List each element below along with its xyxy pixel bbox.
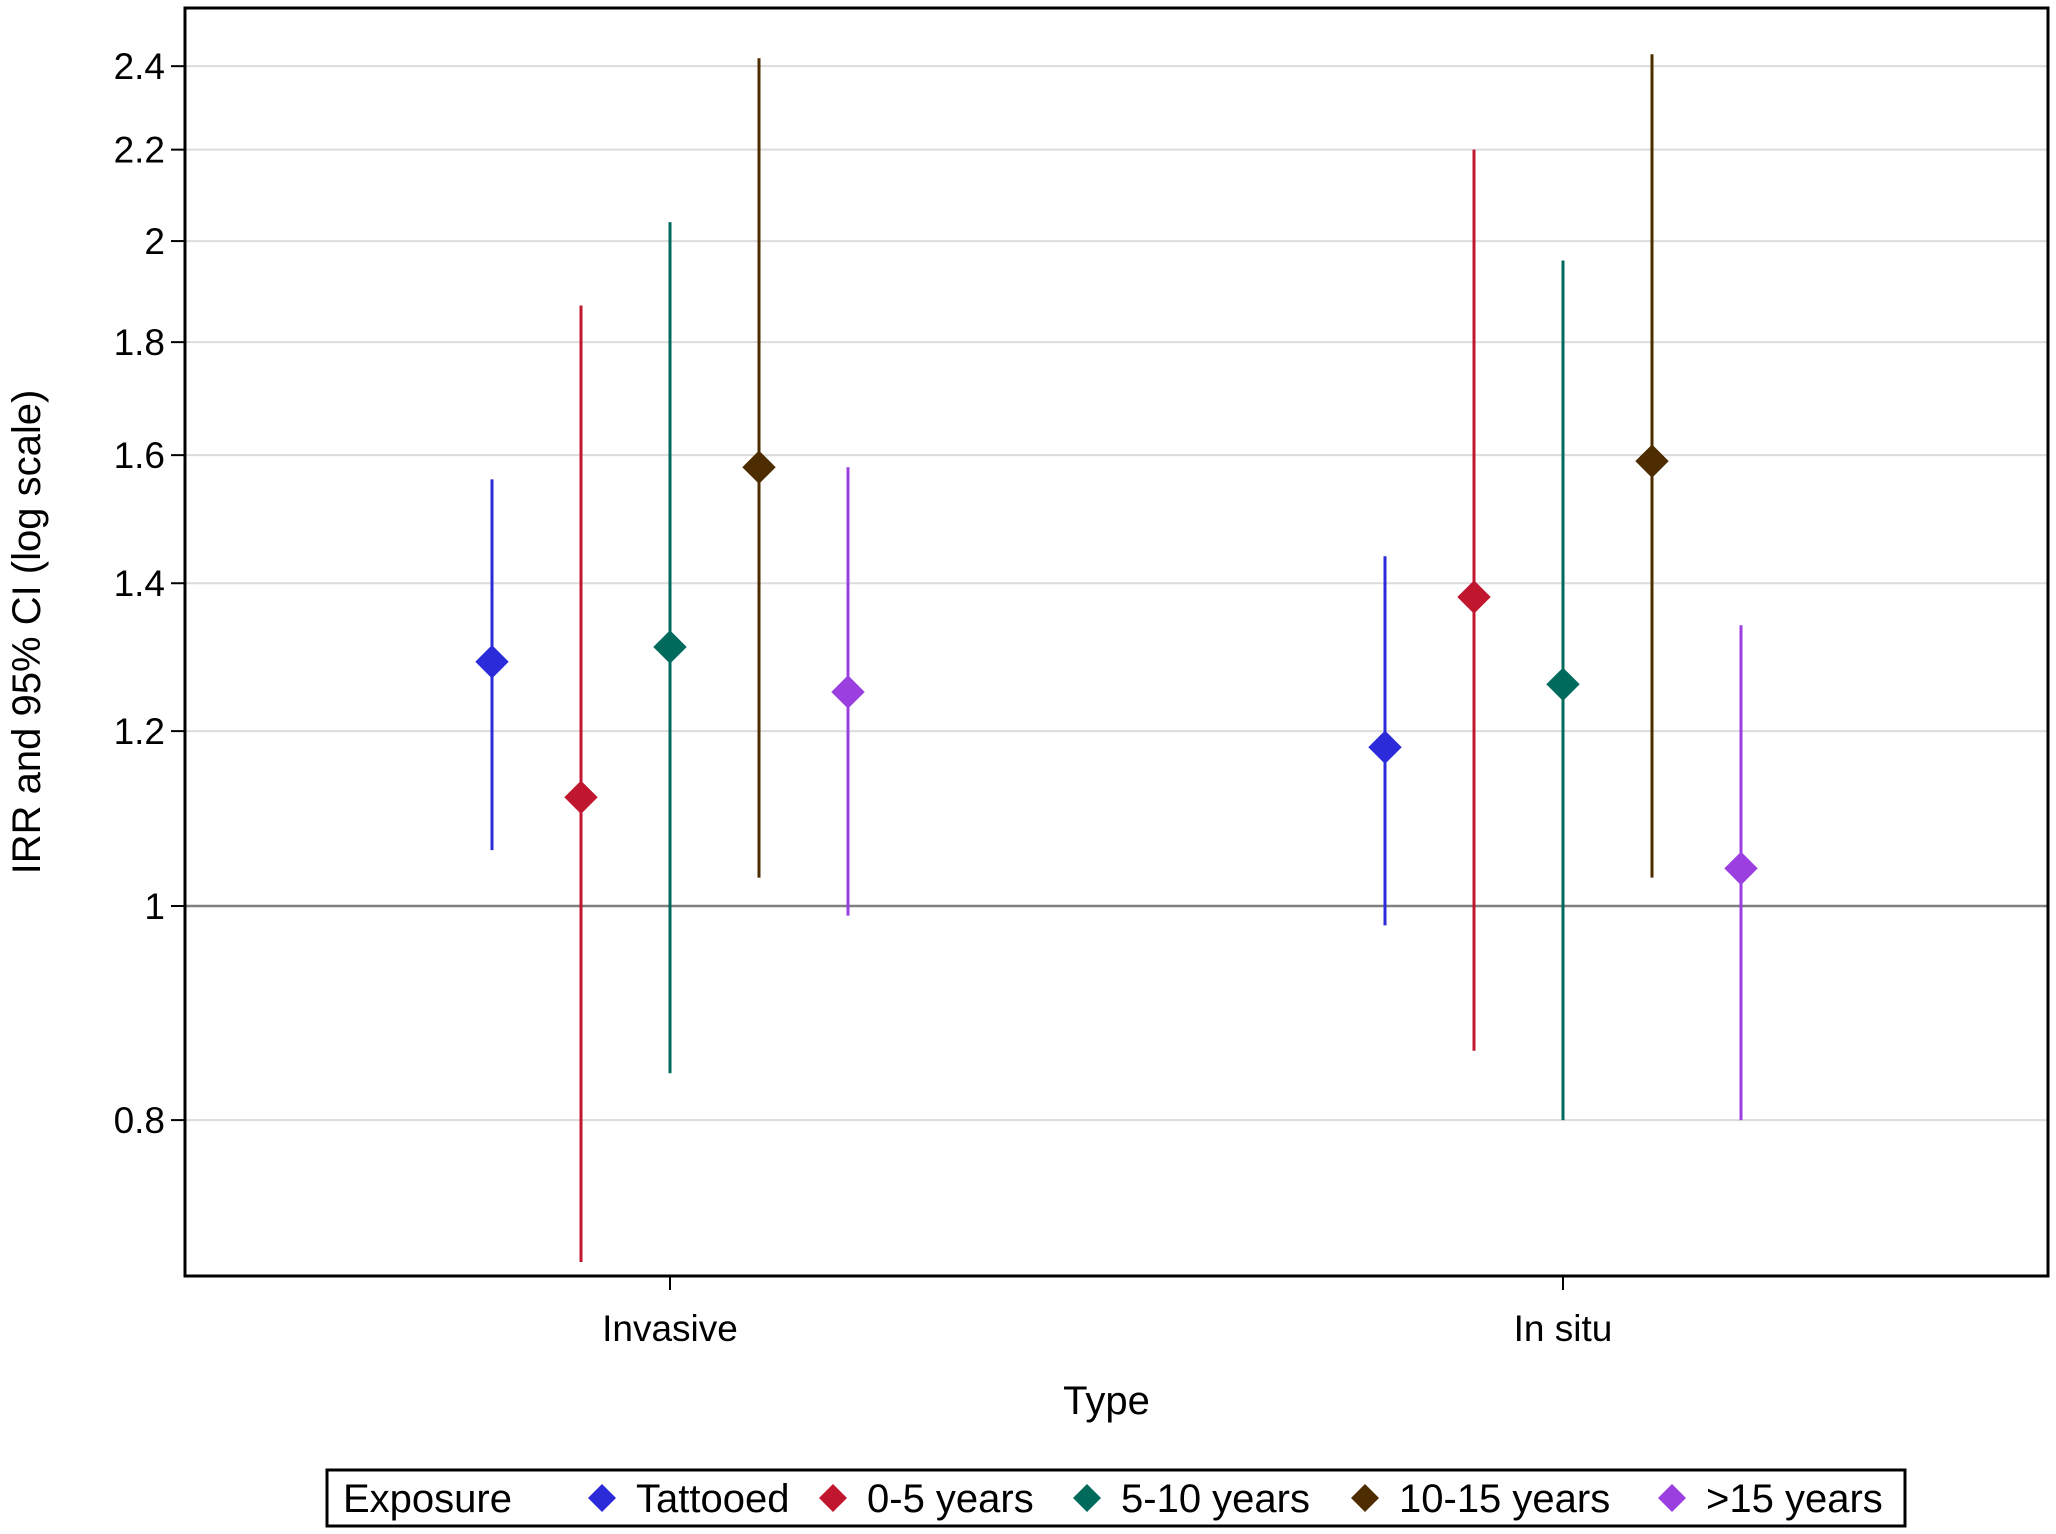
- y-tick-label: 0.8: [114, 1100, 165, 1141]
- legend-label: 0-5 years: [867, 1477, 1034, 1521]
- y-tick-label: 1.6: [114, 435, 165, 476]
- estimate-marker: [1368, 730, 1402, 764]
- plot-frame: [183, 6, 2050, 1278]
- gridlines: [185, 65, 2048, 1122]
- x-axis: Invasive In situ: [602, 1276, 1612, 1349]
- y-tick-label: 2.4: [114, 46, 165, 87]
- legend-marker: [1073, 1484, 1101, 1512]
- y-tick-label: 2.2: [114, 130, 165, 171]
- legend-marker: [1658, 1484, 1686, 1512]
- estimate-marker: [1546, 667, 1580, 702]
- y-tick-label: 2: [144, 221, 165, 262]
- x-tick-label: In situ: [1514, 1308, 1613, 1349]
- estimate-marker: [1635, 444, 1669, 478]
- y-axis-title: IRR and 95% CI (log scale): [5, 390, 49, 875]
- estimate-marker: [475, 645, 509, 679]
- legend-label: 5-10 years: [1121, 1477, 1310, 1521]
- estimate-marker: [1724, 851, 1758, 886]
- x-tick-label: Invasive: [602, 1308, 738, 1349]
- x-axis-title: Type: [1063, 1379, 1150, 1423]
- y-tick-label: 1: [144, 886, 165, 927]
- estimate-marker: [564, 780, 598, 815]
- data-marks: [475, 54, 1758, 1262]
- legend: Exposure Tattooed 0-5 years 5-10 years 10-1…: [325, 1468, 1907, 1528]
- y-tick-label: 1.4: [114, 563, 165, 604]
- legend-label: >15 years: [1706, 1477, 1883, 1521]
- legend-marker: [819, 1484, 847, 1512]
- legend-label: Tattooed: [636, 1477, 789, 1521]
- legend-items: Tattooed 0-5 years 5-10 years 10-15 years >1…: [588, 1477, 1883, 1521]
- estimate-marker: [831, 675, 865, 709]
- legend-marker: [1351, 1484, 1379, 1512]
- y-tick-label: 1.2: [114, 711, 165, 752]
- legend-label: 10-15 years: [1399, 1477, 1610, 1521]
- estimate-marker: [653, 630, 687, 664]
- legend-marker: [588, 1484, 616, 1512]
- estimate-marker: [1457, 580, 1491, 614]
- legend-title: Exposure: [343, 1477, 512, 1521]
- estimate-marker: [742, 450, 776, 484]
- y-axis: 0.8 1 1.2 1.4 1.6 1.8 2 2.2 2.4: [114, 46, 185, 1141]
- y-tick-label: 1.8: [114, 322, 165, 363]
